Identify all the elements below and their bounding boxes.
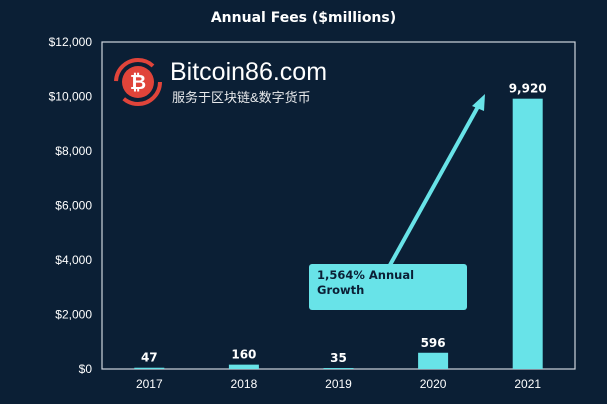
watermark-subtext: 服务于区块链&数字货币 — [172, 90, 311, 105]
chart-title: Annual Fees ($millions) — [210, 10, 397, 26]
x-tick-label: 2017 — [136, 377, 163, 391]
y-tick-label: $10,000 — [49, 90, 93, 104]
data-label: 47 — [141, 351, 158, 365]
data-label: 160 — [231, 348, 256, 362]
y-tick-label: $0 — [79, 362, 93, 376]
x-tick-label: 2018 — [231, 377, 258, 391]
data-label: 9,920 — [509, 82, 547, 96]
growth-arrow-line — [388, 102, 482, 266]
y-tick-label: $4,000 — [55, 253, 92, 267]
growth-annotation: 1,564% Annual Growth — [309, 264, 467, 310]
x-tick-label: 2019 — [325, 377, 352, 391]
y-tick-label: $6,000 — [55, 199, 92, 213]
y-tick-label: $8,000 — [55, 144, 92, 158]
x-tick-label: 2020 — [420, 377, 447, 391]
bar-2017 — [134, 367, 165, 369]
bar-2018 — [228, 364, 259, 369]
y-tick-label: $2,000 — [55, 308, 92, 322]
bar-2019 — [323, 368, 354, 369]
data-label: 596 — [421, 336, 446, 350]
bar-2020 — [418, 352, 449, 369]
x-tick-label: 2021 — [514, 377, 541, 391]
bar-2021 — [512, 98, 543, 370]
y-tick-label: $12,000 — [49, 35, 93, 49]
watermark-text: Bitcoin86.com — [170, 58, 328, 86]
growth-arrow-head — [472, 94, 485, 111]
data-label: 35 — [330, 351, 347, 365]
